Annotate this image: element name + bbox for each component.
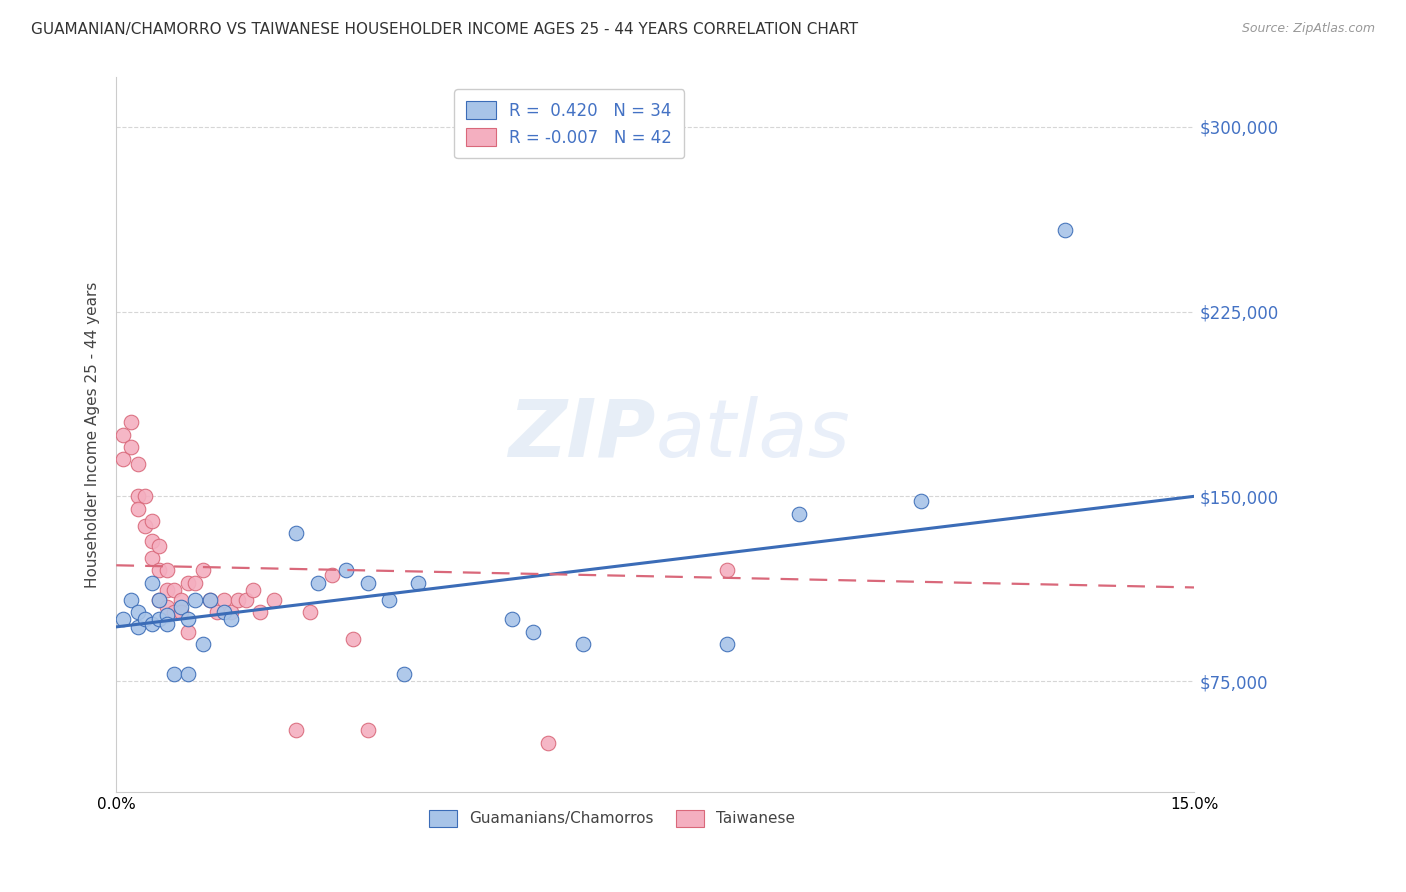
Point <box>120 416 142 430</box>
Point <box>155 563 177 577</box>
Point <box>716 637 738 651</box>
Point <box>249 605 271 619</box>
Point <box>357 575 380 590</box>
Point <box>148 612 170 626</box>
Text: ZIP: ZIP <box>508 396 655 474</box>
Point <box>177 612 200 626</box>
Point <box>127 501 149 516</box>
Point <box>284 723 307 738</box>
Point <box>198 592 221 607</box>
Point <box>127 605 149 619</box>
Point <box>335 563 357 577</box>
Point <box>219 612 242 626</box>
Point <box>787 507 810 521</box>
Point <box>501 612 523 626</box>
Point <box>134 612 156 626</box>
Point <box>184 575 207 590</box>
Point <box>284 526 307 541</box>
Point <box>120 440 142 454</box>
Point <box>177 575 200 590</box>
Point <box>170 600 193 615</box>
Text: GUAMANIAN/CHAMORRO VS TAIWANESE HOUSEHOLDER INCOME AGES 25 - 44 YEARS CORRELATIO: GUAMANIAN/CHAMORRO VS TAIWANESE HOUSEHOL… <box>31 22 858 37</box>
Point <box>235 592 257 607</box>
Point <box>910 494 932 508</box>
Point <box>155 582 177 597</box>
Point <box>212 605 235 619</box>
Point <box>141 533 163 548</box>
Point <box>228 592 250 607</box>
Text: atlas: atlas <box>655 396 851 474</box>
Point <box>163 605 186 619</box>
Point <box>134 489 156 503</box>
Point <box>112 452 135 467</box>
Y-axis label: Householder Income Ages 25 - 44 years: Householder Income Ages 25 - 44 years <box>86 282 100 588</box>
Point <box>522 624 544 639</box>
Point <box>163 582 186 597</box>
Point <box>141 575 163 590</box>
Point <box>148 539 170 553</box>
Point <box>112 612 135 626</box>
Point <box>191 563 214 577</box>
Point <box>163 666 186 681</box>
Point <box>219 605 242 619</box>
Point <box>716 563 738 577</box>
Point <box>112 427 135 442</box>
Point <box>191 637 214 651</box>
Point <box>242 582 264 597</box>
Point <box>406 575 429 590</box>
Point <box>148 592 170 607</box>
Point <box>141 617 163 632</box>
Point <box>127 489 149 503</box>
Point <box>184 592 207 607</box>
Point <box>177 666 200 681</box>
Point <box>572 637 595 651</box>
Point <box>299 605 322 619</box>
Point <box>155 617 177 632</box>
Point <box>198 592 221 607</box>
Point <box>212 592 235 607</box>
Point <box>127 457 149 471</box>
Point <box>263 592 285 607</box>
Point <box>148 563 170 577</box>
Point <box>120 592 142 607</box>
Point <box>127 620 149 634</box>
Point <box>155 607 177 622</box>
Point <box>392 666 415 681</box>
Point <box>378 592 401 607</box>
Point <box>342 632 364 647</box>
Point <box>536 736 558 750</box>
Point <box>141 550 163 565</box>
Point <box>134 519 156 533</box>
Point <box>307 575 329 590</box>
Point <box>148 592 170 607</box>
Point <box>205 605 228 619</box>
Point <box>1053 223 1076 237</box>
Point <box>155 600 177 615</box>
Point <box>170 605 193 619</box>
Point <box>177 624 200 639</box>
Legend: Guamanians/Chamorros, Taiwanese: Guamanians/Chamorros, Taiwanese <box>422 803 803 834</box>
Point <box>321 568 343 582</box>
Point <box>357 723 380 738</box>
Point <box>141 514 163 528</box>
Text: Source: ZipAtlas.com: Source: ZipAtlas.com <box>1241 22 1375 36</box>
Point <box>170 592 193 607</box>
